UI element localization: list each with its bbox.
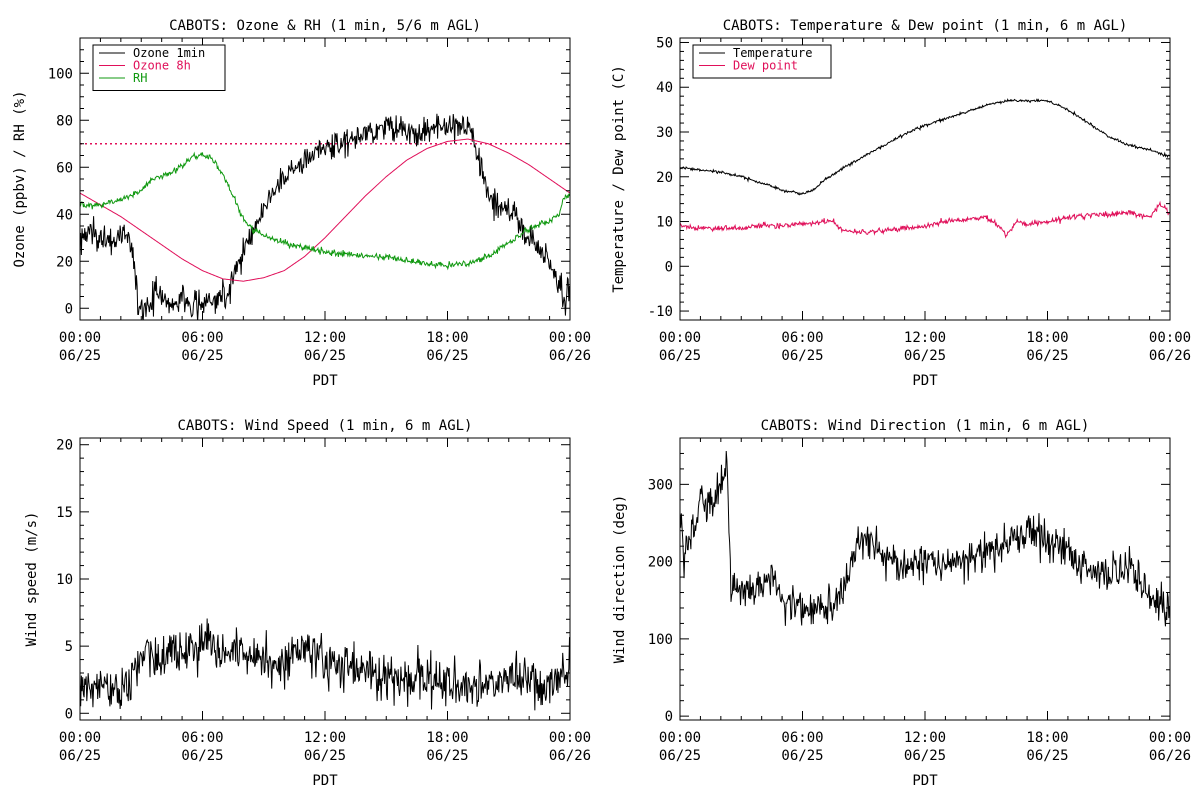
x-tick-label-date: 06/25 (181, 748, 223, 764)
x-tick-label-date: 06/25 (304, 348, 346, 364)
y-tick-label: 0 (665, 259, 673, 275)
x-tick-label-time: 06:00 (781, 730, 823, 746)
y-tick-label: 80 (56, 113, 73, 129)
x-tick-label-date: 06/25 (304, 748, 346, 764)
x-tick-label-time: 06:00 (181, 330, 223, 346)
y-tick-label: 50 (656, 35, 673, 51)
legend-label: RH (133, 71, 147, 85)
plot-frame (679, 37, 1171, 321)
x-tick-label-date: 06/26 (1149, 748, 1191, 764)
y-axis-label: Wind direction (deg) (612, 495, 628, 664)
y-tick-label: 0 (65, 301, 73, 317)
x-tick-label-date: 06/25 (1026, 348, 1068, 364)
legend-box (692, 44, 832, 79)
plot-area (680, 98, 1170, 239)
y-tick-label: 20 (656, 170, 673, 186)
x-tick-label-date: 06/26 (549, 748, 591, 764)
x-tick-label-date: 06/25 (1026, 748, 1068, 764)
series-line-dew-point (680, 200, 1170, 239)
x-tick-label-date: 06/25 (659, 348, 701, 364)
chart-title: CABOTS: Temperature & Dew point (1 min, … (723, 18, 1128, 34)
y-tick-label: 60 (56, 160, 73, 176)
legend-label: Dew point (733, 59, 798, 73)
series-line-ozone-1min (80, 113, 570, 320)
y-axis-label: Ozone (ppbv) / RH (%) (12, 90, 28, 267)
chart-title: CABOTS: Wind Speed (1 min, 6 m AGL) (177, 418, 472, 434)
x-tick-label-date: 06/25 (59, 348, 101, 364)
x-tick-label-time: 18:00 (1026, 730, 1068, 746)
x-tick-label-date: 06/25 (59, 748, 101, 764)
y-tick-label: 0 (665, 709, 673, 725)
y-tick-label: 40 (56, 207, 73, 223)
y-tick-label: 15 (56, 505, 73, 521)
chart-wind-speed: CABOTS: Wind Speed (1 min, 6 m AGL) PDT … (24, 418, 591, 789)
chart-wind-direction: CABOTS: Wind Direction (1 min, 6 m AGL) … (612, 418, 1191, 789)
chart-temperature-dewpoint: CABOTS: Temperature & Dew point (1 min, … (611, 18, 1191, 389)
x-tick-label-date: 06/25 (426, 748, 468, 764)
x-tick-label-date: 06/25 (181, 348, 223, 364)
y-tick-label: 40 (656, 80, 673, 96)
x-tick-label-time: 00:00 (549, 330, 591, 346)
x-tick-label-time: 00:00 (1149, 730, 1191, 746)
x-tick-label-time: 18:00 (1026, 330, 1068, 346)
legend-label: Ozone 1min (133, 46, 205, 60)
x-axis-label: PDT (912, 373, 938, 389)
legend-label: Ozone 8h (133, 59, 191, 73)
y-tick-label: 10 (56, 572, 73, 588)
y-tick-label: 200 (648, 555, 673, 571)
y-tick-label: 10 (656, 215, 673, 231)
x-tick-label-time: 12:00 (904, 330, 946, 346)
series-line-data (680, 451, 1170, 627)
x-tick-label-time: 12:00 (904, 730, 946, 746)
x-tick-label-time: 18:00 (426, 730, 468, 746)
x-tick-label-time: 00:00 (659, 330, 701, 346)
x-tick-label-date: 06/25 (904, 748, 946, 764)
plot-frame (79, 437, 571, 721)
legend-label: Temperature (733, 46, 812, 60)
x-tick-label-time: 18:00 (426, 330, 468, 346)
x-tick-label-date: 06/26 (1149, 348, 1191, 364)
x-tick-label-date: 06/25 (904, 348, 946, 364)
x-tick-label-date: 06/25 (426, 348, 468, 364)
y-tick-label: 30 (656, 125, 673, 141)
x-tick-label-time: 00:00 (59, 330, 101, 346)
chart-title: CABOTS: Ozone & RH (1 min, 5/6 m AGL) (169, 18, 481, 34)
x-tick-label-time: 06:00 (781, 330, 823, 346)
y-tick-label: 20 (56, 254, 73, 270)
plot-area (680, 451, 1170, 627)
plot-area (80, 113, 570, 320)
x-tick-label-time: 12:00 (304, 730, 346, 746)
x-axis-label: PDT (912, 773, 938, 789)
x-tick-label-time: 00:00 (659, 730, 701, 746)
y-tick-label: 5 (65, 639, 73, 655)
series-line-rh (80, 151, 570, 271)
y-tick-label: 20 (56, 438, 73, 454)
x-axis-label: PDT (312, 773, 338, 789)
x-tick-label-date: 06/26 (549, 348, 591, 364)
plot-area (80, 618, 570, 711)
series-line-temperature (680, 98, 1170, 196)
series-line-data (80, 618, 570, 711)
x-tick-label-time: 00:00 (1149, 330, 1191, 346)
y-tick-label: 100 (48, 66, 73, 82)
chart-ozone-rh: CABOTS: Ozone & RH (1 min, 5/6 m AGL) PD… (12, 18, 591, 389)
x-tick-label-time: 06:00 (181, 730, 223, 746)
y-tick-label: 300 (648, 477, 673, 493)
chart-title: CABOTS: Wind Direction (1 min, 6 m AGL) (761, 418, 1090, 434)
y-tick-label: -10 (648, 304, 673, 320)
x-axis-label: PDT (312, 373, 338, 389)
y-axis-label: Temperature / Dew point (C) (611, 65, 627, 293)
y-tick-label: 100 (648, 632, 673, 648)
x-tick-label-time: 00:00 (549, 730, 591, 746)
x-tick-label-date: 06/25 (781, 348, 823, 364)
y-axis-label: Wind speed (m/s) (24, 512, 40, 647)
x-tick-label-time: 00:00 (59, 730, 101, 746)
x-tick-label-time: 12:00 (304, 330, 346, 346)
series-line-ozone-8h (80, 138, 570, 282)
x-tick-label-date: 06/25 (659, 748, 701, 764)
y-tick-label: 0 (65, 706, 73, 722)
x-tick-label-date: 06/25 (781, 748, 823, 764)
